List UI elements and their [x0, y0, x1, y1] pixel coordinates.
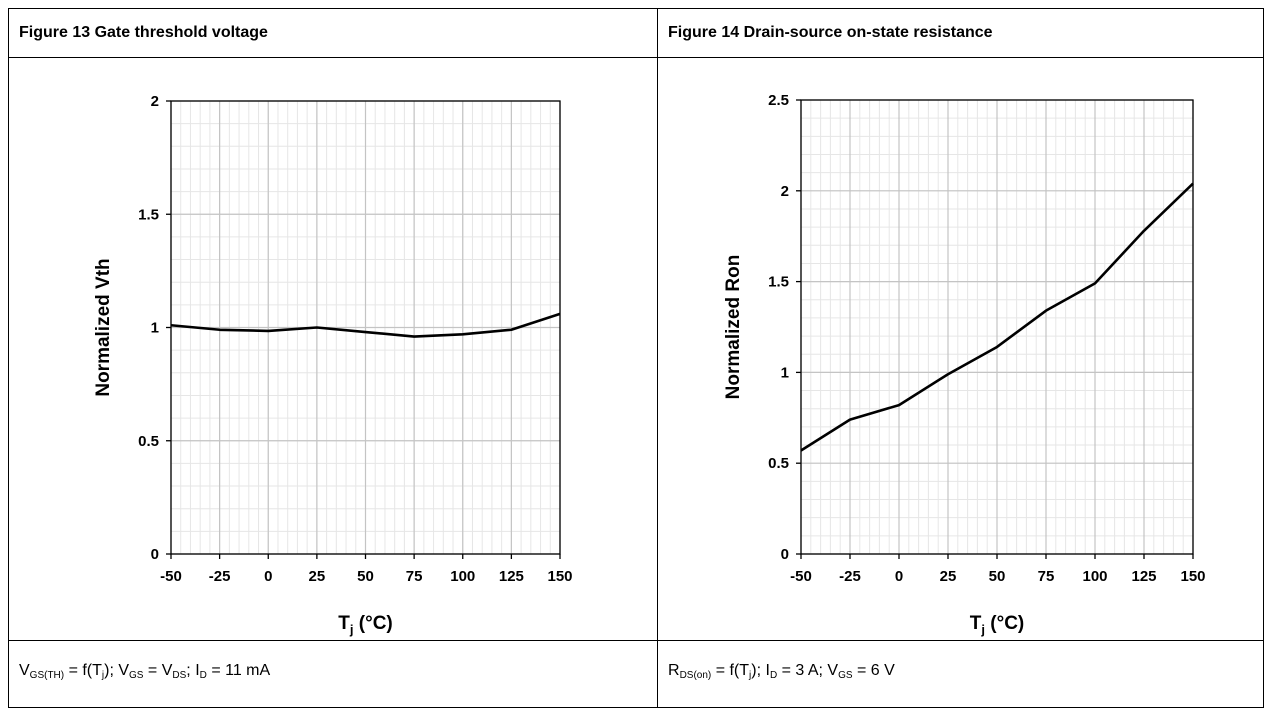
- y-tick-label: 1: [151, 320, 159, 337]
- y-tick-label: 1.5: [138, 206, 159, 223]
- y-axis-label: Normalized Ron: [723, 255, 744, 400]
- x-axis-label: Tj (°C): [970, 613, 1025, 637]
- x-tick-label: 75: [1038, 568, 1055, 585]
- cond-sub: j: [101, 670, 105, 681]
- cond-text: ; I: [186, 662, 200, 679]
- cond-text: ); V: [104, 662, 130, 679]
- x-tick-label: 75: [406, 568, 423, 585]
- x-tick-label: -50: [160, 568, 182, 585]
- figure-table: Figure 13 Gate threshold voltage Figure …: [8, 8, 1264, 708]
- figure-13-conditions: VGS(TH) = f(Tj); VGS = VDS; ID = 11 mA: [9, 641, 657, 707]
- y-tick-label: 2: [781, 183, 789, 200]
- figure-14-title: Figure 14 Drain-source on-state resistan…: [668, 24, 993, 41]
- cond-sub: D: [199, 670, 207, 681]
- x-tick-label: 50: [357, 568, 374, 585]
- data-point: [413, 336, 415, 338]
- cond-text: = 11 mA: [206, 662, 271, 679]
- x-tick-label: 25: [309, 568, 326, 585]
- gate-threshold-chart: -50 -25 0 25 50 75 100 125 150 0 0.5 1 1.5 2 Tj (°C) No…: [93, 93, 573, 637]
- cond-sub: GS(TH): [29, 670, 65, 681]
- x-tick-label: 50: [989, 568, 1006, 585]
- data-point: [996, 346, 998, 348]
- y-tick-label: 2: [151, 93, 159, 110]
- cond-text: V: [19, 662, 30, 679]
- data-point: [170, 324, 172, 326]
- x-tick-label: 125: [1131, 568, 1156, 585]
- figure-13-chart-cell: -50 -25 0 25 50 75 100 125 150 0 0.5 1 1.5 2 Tj (°C) No…: [9, 58, 657, 640]
- cond-sub: D: [769, 670, 778, 681]
- data-point: [267, 330, 269, 332]
- y-tick-label: 0: [151, 546, 159, 563]
- data-point: [510, 329, 512, 331]
- cond-text: = V: [143, 662, 173, 679]
- figure-13-title: Figure 13 Gate threshold voltage: [19, 24, 268, 41]
- data-point: [462, 333, 464, 335]
- y-tick-label: 0.5: [138, 433, 159, 450]
- on-resistance-chart: -50 -25 0 25 50 75 100 125 150 0 0.5 1 1.5 2 2.5 Tj (°C…: [723, 92, 1206, 637]
- data-point: [219, 329, 221, 331]
- cond-sub: DS: [172, 670, 187, 681]
- cond-text: ); I: [751, 662, 770, 679]
- data-point: [365, 331, 366, 333]
- data-point: [947, 373, 949, 375]
- cond-text: R: [668, 662, 680, 679]
- header-divider: [9, 57, 1263, 58]
- data-point: [898, 404, 900, 406]
- data-point: [559, 313, 561, 315]
- cond-sub: GS: [129, 670, 144, 681]
- x-axis-label: Tj (°C): [338, 613, 393, 637]
- x-tick-label: -25: [209, 568, 231, 585]
- x-tick-label: 150: [547, 568, 572, 585]
- cond-sub: GS: [838, 670, 853, 681]
- data-point: [1045, 310, 1047, 312]
- cond-text: = f(T: [64, 662, 102, 679]
- x-tick-label: 100: [450, 568, 475, 585]
- x-tick-label: 25: [940, 568, 957, 585]
- cond-sub: DS(on): [679, 670, 712, 681]
- y-tick-label: 2.5: [768, 92, 789, 109]
- data-point: [1094, 282, 1096, 284]
- cond-text: = 3 A; V: [777, 662, 839, 679]
- x-tick-label: 0: [264, 568, 272, 585]
- x-tick-label: -50: [790, 568, 812, 585]
- x-tick-label: 100: [1082, 568, 1107, 585]
- figure-14-conditions: RDS(on) = f(Tj); ID = 3 A; VGS = 6 V: [658, 641, 1263, 707]
- y-tick-label: 1.5: [768, 274, 789, 291]
- data-point: [849, 419, 851, 421]
- figure-14-chart-cell: -50 -25 0 25 50 75 100 125 150 0 0.5 1 1.5 2 2.5 Tj (°C…: [658, 58, 1263, 640]
- cond-text: = f(T: [711, 662, 750, 679]
- x-tick-label: 0: [895, 568, 903, 585]
- data-point: [1143, 230, 1145, 232]
- y-tick-label: 0: [781, 546, 789, 563]
- y-tick-label: 1: [781, 364, 789, 381]
- column-divider: [657, 9, 658, 707]
- cond-sub: j: [749, 670, 752, 681]
- x-tick-label: 125: [499, 568, 524, 585]
- data-point: [316, 327, 318, 328]
- footer-divider: [9, 640, 1263, 641]
- data-point: [1192, 183, 1194, 185]
- cond-text: = 6 V: [852, 662, 895, 679]
- x-tick-label: -25: [839, 568, 861, 585]
- x-tick-label: 150: [1180, 568, 1205, 585]
- y-axis-label: Normalized Vth: [93, 258, 114, 396]
- data-point: [800, 449, 802, 451]
- y-tick-label: 0.5: [768, 455, 789, 472]
